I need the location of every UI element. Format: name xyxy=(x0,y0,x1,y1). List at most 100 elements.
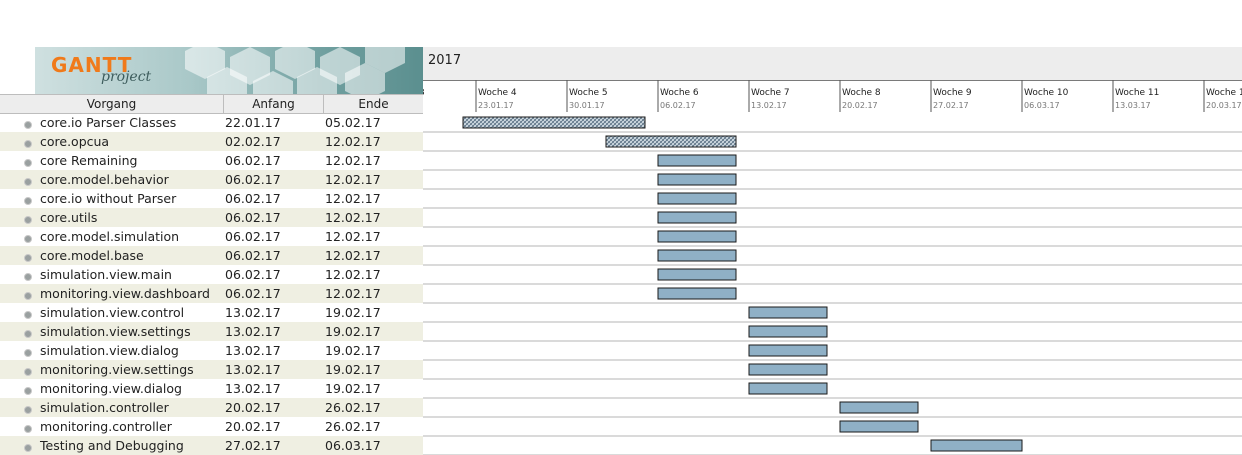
task-bar[interactable] xyxy=(462,116,646,129)
task-start-cell[interactable]: 02.02.17 xyxy=(225,134,281,149)
task-row[interactable]: core.model.simulation 06.02.17 12.02.17 xyxy=(0,227,423,246)
task-row[interactable]: monitoring.view.dashboard 06.02.17 12.02.1… xyxy=(0,284,423,303)
task-row[interactable]: core.io without Parser 06.02.17 12.02.17 xyxy=(0,189,423,208)
task-bar[interactable] xyxy=(657,287,737,300)
task-bar[interactable] xyxy=(605,135,737,148)
task-bar[interactable] xyxy=(839,420,919,433)
task-end-cell[interactable]: 19.02.17 xyxy=(325,324,381,339)
task-start-cell[interactable]: 06.02.17 xyxy=(225,286,281,301)
task-bar[interactable] xyxy=(657,154,737,167)
task-name-cell[interactable]: core Remaining xyxy=(0,153,224,168)
task-name-cell[interactable]: core.io without Parser xyxy=(0,191,224,206)
task-start-cell[interactable]: 22.01.17 xyxy=(225,115,281,130)
task-bar[interactable] xyxy=(748,382,828,395)
task-row[interactable]: core.model.behavior 06.02.17 12.02.17 xyxy=(0,170,423,189)
task-start-cell[interactable]: 13.02.17 xyxy=(225,381,281,396)
task-start-cell[interactable]: 13.02.17 xyxy=(225,343,281,358)
task-end-cell[interactable]: 19.02.17 xyxy=(325,305,381,320)
task-end-cell[interactable]: 12.02.17 xyxy=(325,210,381,225)
task-name-cell[interactable]: monitoring.view.dialog xyxy=(0,381,224,396)
column-header-end[interactable]: Ende xyxy=(358,97,389,111)
task-bar[interactable] xyxy=(930,439,1023,452)
task-start-cell[interactable]: 06.02.17 xyxy=(225,172,281,187)
task-row[interactable]: simulation.view.main 06.02.17 12.02.17 xyxy=(0,265,423,284)
task-name: core.io without Parser xyxy=(40,191,177,206)
task-end-cell[interactable]: 12.02.17 xyxy=(325,229,381,244)
task-row[interactable]: core.io Parser Classes 22.01.17 05.02.17 xyxy=(0,113,423,132)
task-row[interactable]: Testing and Debugging 27.02.17 06.03.17 xyxy=(0,436,423,455)
task-row[interactable]: monitoring.view.settings 13.02.17 19.02.17 xyxy=(0,360,423,379)
task-bar[interactable] xyxy=(748,325,828,338)
task-bar[interactable] xyxy=(657,249,737,262)
task-end-cell[interactable]: 12.02.17 xyxy=(325,248,381,263)
task-end-cell[interactable]: 05.02.17 xyxy=(325,115,381,130)
task-name-cell[interactable]: core.model.simulation xyxy=(0,229,224,244)
task-start-cell[interactable]: 06.02.17 xyxy=(225,267,281,282)
task-bar[interactable] xyxy=(748,363,828,376)
task-bar[interactable] xyxy=(657,268,737,281)
task-row[interactable]: core.model.base 06.02.17 12.02.17 xyxy=(0,246,423,265)
task-end-cell[interactable]: 12.02.17 xyxy=(325,191,381,206)
task-name-cell[interactable]: core.opcua xyxy=(0,134,224,149)
task-bar[interactable] xyxy=(657,192,737,205)
task-start-cell[interactable]: 06.02.17 xyxy=(225,248,281,263)
task-end-cell[interactable]: 06.03.17 xyxy=(325,438,381,453)
task-bullet-icon xyxy=(24,273,32,281)
task-start-cell[interactable]: 27.02.17 xyxy=(225,438,281,453)
task-name-cell[interactable]: simulation.view.control xyxy=(0,305,224,320)
task-row[interactable]: core.utils 06.02.17 12.02.17 xyxy=(0,208,423,227)
task-name: monitoring.view.dialog xyxy=(40,381,182,396)
task-start-cell[interactable]: 20.02.17 xyxy=(225,400,281,415)
task-row[interactable]: simulation.view.settings 13.02.17 19.02.17 xyxy=(0,322,423,341)
task-start-cell[interactable]: 13.02.17 xyxy=(225,362,281,377)
task-row[interactable]: simulation.controller 20.02.17 26.02.17 xyxy=(0,398,423,417)
task-name-cell[interactable]: monitoring.view.dashboard xyxy=(0,286,224,301)
timeline-header: 2017 xyxy=(423,47,1242,113)
task-bar[interactable] xyxy=(748,306,828,319)
task-name-cell[interactable]: core.model.base xyxy=(0,248,224,263)
task-bar[interactable] xyxy=(657,230,737,243)
task-row[interactable]: monitoring.controller 20.02.17 26.02.17 xyxy=(0,417,423,436)
task-end-cell[interactable]: 26.02.17 xyxy=(325,419,381,434)
task-name-cell[interactable]: simulation.controller xyxy=(0,400,224,415)
task-end-cell[interactable]: 12.02.17 xyxy=(325,134,381,149)
task-start-cell[interactable]: 06.02.17 xyxy=(225,191,281,206)
task-end-cell[interactable]: 12.02.17 xyxy=(325,267,381,282)
task-row[interactable]: monitoring.view.dialog 13.02.17 19.02.17 xyxy=(0,379,423,398)
task-end-cell[interactable]: 12.02.17 xyxy=(325,286,381,301)
column-header-start[interactable]: Anfang xyxy=(224,95,324,113)
task-start-cell[interactable]: 13.02.17 xyxy=(225,324,281,339)
ganttproject-logo: GANTT project xyxy=(35,47,423,94)
task-start-cell[interactable]: 13.02.17 xyxy=(225,305,281,320)
task-name-cell[interactable]: simulation.view.settings xyxy=(0,324,224,339)
task-name-cell[interactable]: simulation.view.main xyxy=(0,267,224,282)
task-row[interactable]: core Remaining 06.02.17 12.02.17 xyxy=(0,151,423,170)
task-name-cell[interactable]: monitoring.controller xyxy=(0,419,224,434)
task-name-cell[interactable]: simulation.view.dialog xyxy=(0,343,224,358)
task-name-cell[interactable]: core.model.behavior xyxy=(0,172,224,187)
task-bar[interactable] xyxy=(839,401,919,414)
task-end-cell[interactable]: 19.02.17 xyxy=(325,343,381,358)
task-row[interactable]: simulation.view.control 13.02.17 19.02.17 xyxy=(0,303,423,322)
column-header-task[interactable]: Vorgang xyxy=(0,95,224,113)
task-bar[interactable] xyxy=(657,211,737,224)
task-bar[interactable] xyxy=(748,344,828,357)
task-name-cell[interactable]: Testing and Debugging xyxy=(0,438,224,453)
task-bullet-icon xyxy=(24,330,32,338)
task-start-cell[interactable]: 06.02.17 xyxy=(225,153,281,168)
task-name-cell[interactable]: core.utils xyxy=(0,210,224,225)
task-end-cell[interactable]: 26.02.17 xyxy=(325,400,381,415)
task-start-cell[interactable]: 06.02.17 xyxy=(225,229,281,244)
task-bar[interactable] xyxy=(657,173,737,186)
task-name-cell[interactable]: monitoring.view.settings xyxy=(0,362,224,377)
task-end-cell[interactable]: 19.02.17 xyxy=(325,381,381,396)
task-name-cell[interactable]: core.io Parser Classes xyxy=(0,115,224,130)
task-bullet-icon xyxy=(24,387,32,395)
task-start-cell[interactable]: 06.02.17 xyxy=(225,210,281,225)
task-end-cell[interactable]: 19.02.17 xyxy=(325,362,381,377)
task-end-cell[interactable]: 12.02.17 xyxy=(325,172,381,187)
task-end-cell[interactable]: 12.02.17 xyxy=(325,153,381,168)
task-start-cell[interactable]: 20.02.17 xyxy=(225,419,281,434)
task-row[interactable]: core.opcua 02.02.17 12.02.17 xyxy=(0,132,423,151)
task-row[interactable]: simulation.view.dialog 13.02.17 19.02.17 xyxy=(0,341,423,360)
